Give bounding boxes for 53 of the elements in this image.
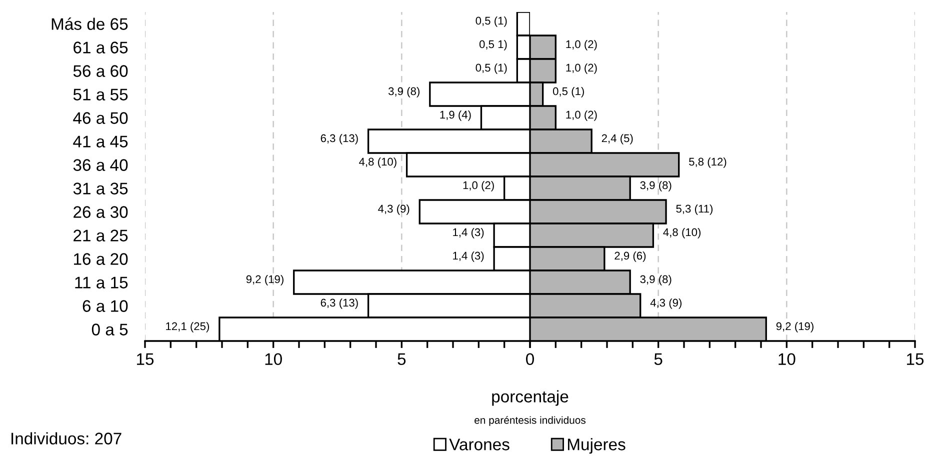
x-axis-title: porcentaje: [492, 390, 568, 406]
data-label: 6,3 (13): [320, 134, 358, 144]
x-tick-label: 5: [654, 353, 662, 366]
y-tick-label: 61 a 65: [74, 42, 128, 54]
data-label: 4,3 (9): [650, 298, 682, 309]
x-tick-label: 15: [137, 353, 154, 366]
y-tick-label: 56 a 60: [73, 65, 128, 77]
y-tick-label: 31 a 35: [73, 182, 128, 194]
x-tick-label: 0: [526, 353, 534, 366]
data-label: 1,0 (2): [463, 180, 494, 192]
x-tick-label: 10: [778, 353, 796, 366]
data-label: 1,9 (4): [440, 110, 471, 121]
data-label: 1,4 (3): [453, 251, 484, 262]
data-label: 0,5 (1): [476, 16, 507, 27]
legend-label: Varones: [449, 438, 510, 450]
y-tick-label: 26 a 30: [74, 206, 128, 218]
data-label: 0,5 (1): [476, 63, 507, 74]
data-label: 1,0 (2): [566, 110, 597, 121]
data-label: 9,2 (19): [776, 322, 814, 332]
y-tick-label: 16 a 20: [74, 253, 128, 265]
y-tick-label: 51 a 55: [73, 88, 128, 100]
data-label: 4,8 (10): [663, 228, 701, 238]
data-label: 5,8 (12): [689, 157, 726, 168]
data-label: 1,0 (2): [566, 40, 597, 50]
data-label: 2,4 (5): [602, 134, 633, 144]
text: en paréntesis individuos: [474, 416, 586, 426]
text: Individuos: 207: [12, 432, 122, 444]
data-label: 0,5 (1): [552, 86, 584, 98]
y-tick-label: 6 a 10: [82, 300, 128, 312]
x-tick-label: 5: [398, 353, 406, 366]
data-label: 4,8 (10): [359, 157, 396, 168]
y-tick-label: 46 a 50: [73, 112, 128, 124]
data-label: 3,9 (8): [640, 274, 672, 286]
y-tick-label: 36 a 40: [73, 159, 128, 171]
data-label: 9,2 (19): [246, 274, 284, 286]
data-label: 1,0 (2): [566, 63, 597, 74]
data-label: 12,1 (25): [166, 322, 210, 332]
y-tick-label: 21 a 25: [74, 230, 128, 242]
data-label: 2,9 (6): [614, 251, 646, 262]
data-label: 3,9 (8): [388, 86, 420, 98]
data-label: 6,3 (13): [320, 298, 358, 309]
data-label: 3,9 (8): [640, 180, 672, 192]
y-tick-label: Más de 65: [52, 18, 128, 30]
data-label: 5,3 (11): [676, 204, 713, 215]
data-label: 1,4 (3): [453, 228, 484, 238]
data-label: 4,3 (9): [378, 204, 410, 215]
y-tick-label: 0 a 5: [92, 324, 128, 336]
x-tick-label: 10: [265, 353, 282, 366]
text: Mujeres: [568, 438, 626, 454]
data-label: 0,5 1): [479, 40, 507, 50]
y-tick-label: 41 a 45: [73, 136, 128, 148]
x-tick-label: 15: [907, 353, 924, 366]
y-tick-label: 11 a 15: [75, 276, 128, 288]
